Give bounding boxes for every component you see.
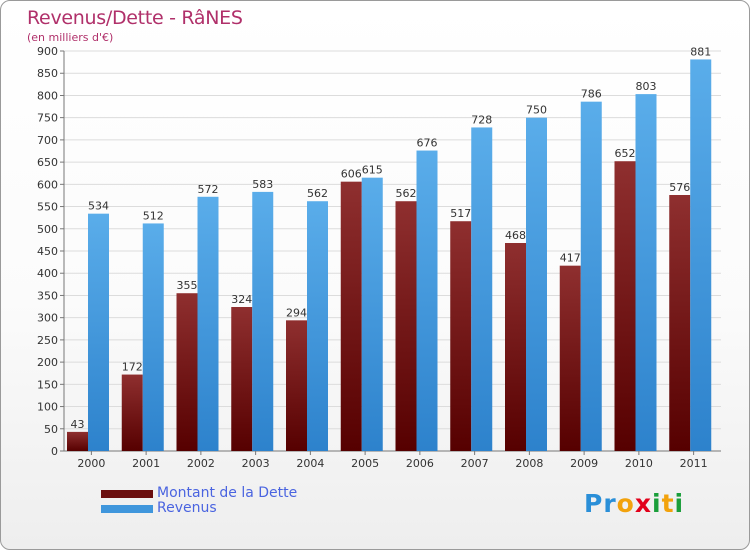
x-tick-label: 2002: [187, 457, 215, 470]
bar-revenus: [635, 94, 657, 451]
x-tick-label: 2007: [461, 457, 489, 470]
data-label-dette: 294: [286, 306, 307, 319]
x-tick-label: 2004: [296, 457, 324, 470]
y-tick-label: 650: [37, 156, 58, 169]
y-tick-label: 600: [37, 178, 58, 191]
data-label-dette: 517: [450, 207, 471, 220]
legend-label-revenus: Revenus: [157, 500, 217, 516]
bar-revenus: [361, 177, 383, 451]
bar-dette: [340, 181, 362, 451]
bar-dette: [395, 201, 417, 451]
data-label-dette: 172: [122, 361, 143, 374]
data-label-revenus: 881: [690, 45, 711, 58]
legend-swatch-revenus: [101, 505, 153, 513]
proxiti-logo: Proxiti: [584, 489, 684, 518]
logo-letter: r: [603, 489, 617, 518]
y-tick-label: 150: [37, 378, 58, 391]
logo-letter: i: [674, 489, 685, 518]
bar-revenus: [690, 59, 712, 451]
logo-letter: o: [616, 489, 635, 518]
bar-dette: [231, 307, 253, 451]
data-label-dette: 652: [615, 147, 636, 160]
y-tick-label: 750: [37, 112, 58, 125]
data-label-dette: 417: [560, 252, 581, 265]
y-tick-label: 300: [37, 312, 58, 325]
bar-revenus: [142, 223, 164, 451]
data-label-revenus: 572: [198, 183, 219, 196]
bar-revenus: [580, 101, 602, 452]
bar-revenus: [416, 150, 438, 452]
data-label-revenus: 512: [143, 209, 164, 222]
bar-revenus: [197, 196, 219, 451]
data-label-dette: 324: [231, 293, 252, 306]
data-label-revenus: 583: [252, 178, 273, 191]
y-tick-label: 800: [37, 89, 58, 102]
data-label-revenus: 750: [526, 104, 547, 117]
bar-revenus: [471, 127, 493, 451]
data-label-dette: 562: [396, 187, 417, 200]
logo-letter: i: [652, 489, 662, 518]
bar-dette: [67, 431, 88, 451]
x-tick-label: 2000: [77, 457, 105, 470]
x-tick-label: 2008: [515, 457, 543, 470]
y-tick-label: 350: [37, 289, 58, 302]
logo-letter: x: [634, 489, 652, 518]
data-label-revenus: 562: [307, 187, 328, 200]
y-tick-label: 900: [37, 45, 58, 58]
x-tick-label: 2011: [680, 457, 708, 470]
chart-title: Revenus/Dette - RâNES: [27, 7, 243, 29]
data-label-revenus: 615: [362, 164, 383, 177]
data-label-revenus: 676: [417, 137, 438, 150]
y-tick-label: 700: [37, 134, 58, 147]
x-tick-label: 2010: [625, 457, 653, 470]
data-label-revenus: 728: [471, 113, 492, 126]
data-label-dette: 576: [669, 181, 690, 194]
bar-dette: [559, 265, 581, 451]
logo-letter: P: [584, 489, 604, 518]
data-label-dette: 468: [505, 229, 526, 242]
x-tick-label: 2005: [351, 457, 379, 470]
y-tick-label: 450: [37, 245, 58, 258]
data-label-revenus: 786: [581, 88, 602, 101]
chart-subtitle: (en milliers d'€): [27, 31, 114, 44]
y-tick-label: 400: [37, 267, 58, 280]
bar-dette: [176, 293, 198, 451]
x-tick-label: 2006: [406, 457, 434, 470]
bar-dette: [669, 195, 691, 451]
y-tick-label: 500: [37, 223, 58, 236]
x-tick-label: 2003: [242, 457, 270, 470]
bar-dette: [450, 221, 472, 451]
bar-revenus: [526, 117, 547, 452]
y-tick-label: 200: [37, 356, 58, 369]
y-tick-label: 550: [37, 201, 58, 214]
data-label-dette: 43: [71, 418, 85, 431]
y-tick-label: 0: [51, 445, 58, 458]
bar-revenus: [307, 201, 328, 451]
data-label-revenus: 803: [636, 80, 657, 93]
data-label-revenus: 534: [88, 200, 109, 213]
x-tick-label: 2001: [132, 457, 160, 470]
logo-letter: t: [661, 489, 675, 518]
y-tick-label: 250: [37, 334, 58, 347]
bar-revenus: [88, 213, 109, 451]
x-tick-label: 2009: [570, 457, 598, 470]
bar-dette: [286, 320, 307, 451]
bar-dette: [121, 374, 143, 451]
bar-revenus: [252, 191, 274, 451]
data-label-dette: 355: [177, 279, 198, 292]
data-label-dette: 606: [341, 168, 362, 181]
bar-dette: [505, 243, 526, 451]
bar-dette: [614, 161, 636, 451]
y-tick-label: 100: [37, 401, 58, 414]
legend-swatch-dette: [101, 490, 153, 498]
legend-label-dette: Montant de la Dette: [157, 485, 298, 501]
y-tick-label: 850: [37, 67, 58, 80]
y-tick-label: 50: [44, 423, 58, 436]
